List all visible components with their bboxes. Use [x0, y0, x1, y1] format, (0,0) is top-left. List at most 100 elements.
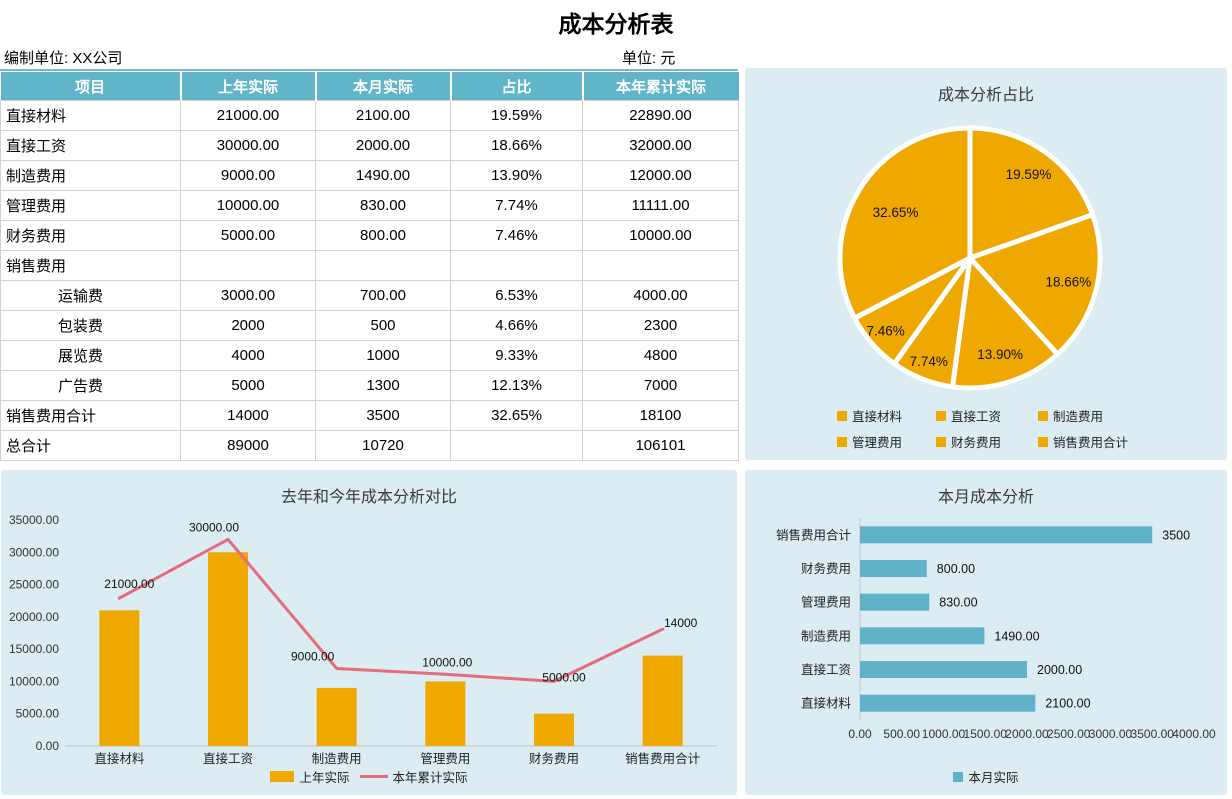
legend-label: 直接材料: [852, 410, 903, 424]
item-cell[interactable]: 财务费用: [0, 220, 181, 251]
prepared-by-label: 编制单位: XX公司: [4, 50, 123, 67]
value-cell[interactable]: 5000: [180, 370, 316, 401]
value-cell[interactable]: 1490.00: [315, 160, 451, 191]
column-header[interactable]: 本月实际: [315, 72, 452, 101]
legend-swatch: [1038, 410, 1048, 421]
bar: [208, 552, 248, 746]
x-axis-tick: 3000.00: [1089, 727, 1133, 741]
value-cell[interactable]: 18100: [582, 400, 739, 431]
y-axis-category: 财务费用: [801, 561, 851, 576]
value-cell[interactable]: 32.65%: [450, 400, 583, 431]
pie-data-label: 18.66%: [1045, 275, 1091, 290]
value-cell[interactable]: 3500: [315, 400, 451, 431]
legend-swatch: [936, 410, 946, 421]
table-row: 管理费用 10000.00 830.00 7.74% 11111.00: [0, 190, 739, 221]
value-cell[interactable]: [180, 250, 316, 281]
bar: [860, 526, 1153, 544]
item-cell[interactable]: 销售费用合计: [0, 400, 181, 431]
x-axis-category: 直接工资: [203, 751, 253, 766]
bar: [860, 593, 930, 611]
value-cell[interactable]: 1300: [315, 370, 451, 401]
bar-data-label: 30000.00: [189, 520, 239, 534]
bar-data-label: 830.00: [939, 596, 977, 610]
table-row: 包装费 2000 500 4.66% 2300: [0, 310, 739, 341]
value-cell[interactable]: 4000.00: [582, 280, 739, 311]
pie-slice: [950, 255, 1060, 391]
pie-chart-legend: 直接材料 直接工资 制造费用 管理费用 财务费用 销售费用合计: [837, 406, 1198, 451]
bar-data-label: 800.00: [937, 562, 975, 576]
legend-swatch: [936, 436, 946, 447]
pie-chart-panel: 19.59% 18.66% 13.90% 7.74% 7.46% 32.65% 成本分析占…: [745, 68, 1227, 460]
value-cell[interactable]: 7.74%: [450, 190, 583, 221]
value-cell[interactable]: 12000.00: [582, 160, 739, 191]
column-header[interactable]: 上年实际: [180, 72, 317, 101]
y-axis-tick: 30000.00: [9, 545, 59, 559]
value-cell[interactable]: 2300: [582, 310, 739, 341]
value-cell[interactable]: 21000.00: [180, 100, 316, 131]
item-cell[interactable]: 包装费: [0, 310, 181, 341]
legend-label: 本年累计实际: [392, 771, 468, 785]
legend-item: 直接材料: [837, 406, 936, 425]
legend-label: 管理费用: [852, 436, 903, 450]
value-cell[interactable]: 10000.00: [582, 220, 739, 251]
y-axis-category: 制造费用: [801, 629, 851, 643]
value-cell[interactable]: 19.59%: [450, 100, 583, 131]
value-cell[interactable]: 2000: [180, 310, 316, 341]
value-cell[interactable]: [582, 250, 739, 281]
line-series: [117, 537, 665, 683]
value-cell[interactable]: [315, 250, 451, 281]
column-header[interactable]: 项目: [0, 72, 182, 101]
value-cell[interactable]: 830.00: [315, 190, 451, 221]
value-cell[interactable]: 4000: [180, 340, 316, 371]
item-cell[interactable]: 销售费用: [0, 250, 181, 281]
item-cell[interactable]: 直接材料: [0, 100, 181, 131]
value-cell[interactable]: 12.13%: [450, 370, 583, 401]
value-cell[interactable]: 11111.00: [582, 190, 739, 221]
value-cell[interactable]: 89000: [180, 430, 316, 461]
table-row: 总合计 89000 10720 106101: [0, 430, 739, 461]
value-cell[interactable]: 500: [315, 310, 451, 341]
legend-label: 本月实际: [968, 771, 1019, 785]
item-cell[interactable]: 广告费: [0, 370, 181, 401]
item-cell[interactable]: 管理费用: [0, 190, 181, 221]
value-cell[interactable]: 800.00: [315, 220, 451, 251]
value-cell[interactable]: 700.00: [315, 280, 451, 311]
value-cell[interactable]: 32000.00: [582, 130, 739, 161]
value-cell[interactable]: [450, 250, 583, 281]
x-axis-tick: 1000.00: [922, 727, 966, 741]
item-cell[interactable]: 总合计: [0, 430, 181, 461]
legend-item: 管理费用: [837, 432, 936, 451]
column-header[interactable]: 占比: [450, 72, 584, 101]
value-cell[interactable]: 4800: [582, 340, 739, 371]
value-cell[interactable]: 106101: [582, 430, 739, 461]
value-cell[interactable]: 4.66%: [450, 310, 583, 341]
y-axis-category: 管理费用: [801, 595, 851, 610]
value-cell[interactable]: 7000: [582, 370, 739, 401]
value-cell[interactable]: 7.46%: [450, 220, 583, 251]
column-header[interactable]: 本年累计实际: [582, 72, 739, 101]
value-cell[interactable]: [450, 430, 583, 461]
value-cell[interactable]: 9000.00: [180, 160, 316, 191]
value-cell[interactable]: 3000.00: [180, 280, 316, 311]
item-cell[interactable]: 展览费: [0, 340, 181, 371]
pie-data-label: 13.90%: [977, 347, 1023, 362]
value-cell[interactable]: 6.53%: [450, 280, 583, 311]
value-cell[interactable]: 9.33%: [450, 340, 583, 371]
x-axis-tick: 3500.00: [1131, 727, 1175, 741]
value-cell[interactable]: 30000.00: [180, 130, 316, 161]
value-cell[interactable]: 22890.00: [582, 100, 739, 131]
value-cell[interactable]: 1000: [315, 340, 451, 371]
value-cell[interactable]: 2000.00: [315, 130, 451, 161]
value-cell[interactable]: 10720: [315, 430, 451, 461]
value-cell[interactable]: 2100.00: [315, 100, 451, 131]
value-cell[interactable]: 10000.00: [180, 190, 316, 221]
value-cell[interactable]: 5000.00: [180, 220, 316, 251]
value-cell[interactable]: 13.90%: [450, 160, 583, 191]
item-cell[interactable]: 制造费用: [0, 160, 181, 191]
bar-data-label: 1490.00: [994, 629, 1039, 643]
value-cell[interactable]: 18.66%: [450, 130, 583, 161]
item-cell[interactable]: 直接工资: [0, 130, 181, 161]
value-cell[interactable]: 14000: [180, 400, 316, 431]
x-axis-tick: 4000.00: [1172, 727, 1216, 741]
item-cell[interactable]: 运输费: [0, 280, 181, 311]
